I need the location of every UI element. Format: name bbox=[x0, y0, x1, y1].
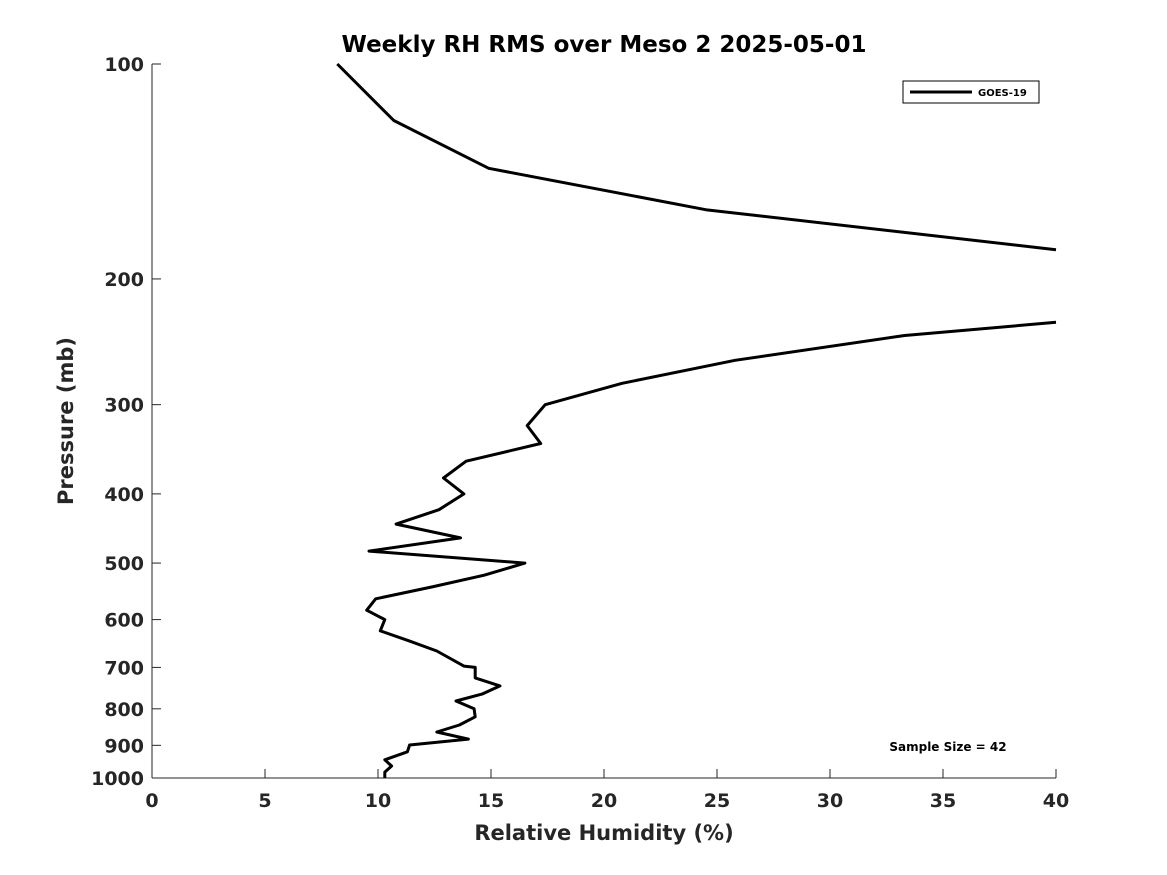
y-tick-label: 400 bbox=[104, 484, 144, 506]
x-tick-label: 20 bbox=[591, 790, 617, 812]
x-tick-label: 30 bbox=[817, 790, 843, 812]
series-line-goes-19 bbox=[336, 62, 1057, 252]
x-tick-label: 40 bbox=[1043, 790, 1069, 812]
x-tick-label: 15 bbox=[478, 790, 504, 812]
series-line-goes-19 bbox=[365, 320, 1057, 778]
x-tick-label: 5 bbox=[258, 790, 271, 812]
y-tick-label: 800 bbox=[104, 699, 144, 721]
y-tick-label: 100 bbox=[104, 54, 144, 76]
y-tick-label: 600 bbox=[104, 610, 144, 632]
y-axis-label: Pressure (mb) bbox=[54, 337, 78, 505]
legend-label-goes-19: GOES-19 bbox=[978, 88, 1027, 99]
legend: GOES-19 bbox=[902, 80, 1040, 104]
axes bbox=[151, 64, 1056, 779]
y-tick-label: 700 bbox=[104, 657, 144, 679]
y-tick-label: 900 bbox=[104, 735, 144, 757]
sample-size-annotation: Sample Size = 42 bbox=[889, 740, 1006, 754]
y-tick-label: 200 bbox=[104, 269, 144, 291]
y-tick-label: 1000 bbox=[91, 768, 144, 790]
y-tick-label: 500 bbox=[104, 553, 144, 575]
y-tick-label: 300 bbox=[104, 395, 144, 417]
x-tick-label: 35 bbox=[930, 790, 956, 812]
x-tick-label: 0 bbox=[145, 790, 158, 812]
chart-title: Weekly RH RMS over Meso 2 2025-05-01 bbox=[342, 32, 867, 58]
x-tick-label: 10 bbox=[365, 790, 391, 812]
x-axis-label: Relative Humidity (%) bbox=[474, 821, 733, 845]
x-tick-label: 25 bbox=[704, 790, 730, 812]
